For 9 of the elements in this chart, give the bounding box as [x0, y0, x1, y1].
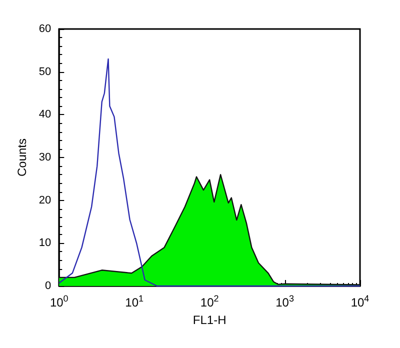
- y-tick-label: 20: [38, 194, 52, 206]
- y-tick-label: 50: [38, 66, 52, 78]
- y-tick-label: 60: [38, 23, 52, 35]
- y-tick-label: 40: [38, 108, 52, 121]
- y-tick-label: 30: [38, 152, 52, 164]
- y-tick-label: 10: [38, 237, 52, 250]
- y-axis-title: Counts: [15, 138, 29, 177]
- y-tick-label: 0: [45, 280, 52, 292]
- x-axis-title: FL1-H: [192, 313, 226, 327]
